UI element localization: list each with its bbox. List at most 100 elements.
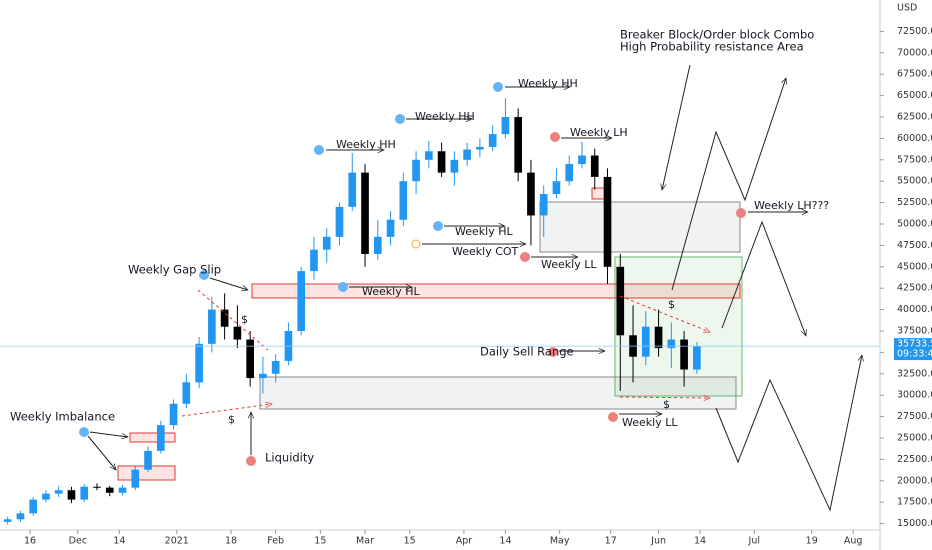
y-tick-label: 30000.00	[897, 390, 932, 401]
y-tick-label: 70000.00	[897, 47, 932, 58]
y-tick-label: 45000.00	[897, 261, 932, 272]
red-dots	[246, 132, 746, 466]
candle-body	[246, 339, 254, 379]
candle-body	[271, 360, 280, 374]
candle-body	[437, 151, 446, 173]
candle-body	[3, 519, 12, 522]
red-zone	[251, 283, 741, 299]
y-tick-label: 25000.00	[897, 432, 932, 443]
candle-body	[16, 513, 25, 520]
candle-body	[463, 149, 471, 160]
candle-body	[641, 326, 650, 357]
x-tick-label: Jul	[748, 536, 760, 547]
dot	[314, 145, 324, 155]
dot	[199, 270, 209, 280]
candle-body	[105, 487, 114, 493]
y-tick-label: 32500.00	[897, 368, 932, 379]
x-tick-label: Feb	[267, 536, 284, 547]
arrow	[209, 277, 248, 290]
y-tick-label: 47500.00	[897, 240, 932, 251]
dot	[548, 347, 558, 357]
candle-body	[667, 339, 676, 349]
y-tick-label: 52500.00	[897, 197, 932, 208]
annotation: Weekly LL	[541, 258, 597, 271]
x-tick-label: Aug	[844, 536, 863, 547]
y-tick-label: 27500.00	[897, 411, 932, 422]
candle-body	[450, 159, 459, 173]
red-zone	[129, 432, 176, 443]
candle-body	[220, 309, 229, 327]
annotation: Weekly Imbalance	[10, 410, 115, 424]
candle-body	[539, 194, 548, 216]
grey-zone	[539, 201, 741, 253]
annotation: Weekly HH	[518, 77, 578, 90]
grey-zone	[259, 376, 737, 410]
candle-body	[565, 164, 574, 182]
y-tick-label: 60000.00	[897, 133, 932, 144]
y-tick-label: 40000.00	[897, 304, 932, 315]
candle-body	[67, 490, 76, 500]
arrow	[89, 431, 128, 437]
green-zone	[614, 256, 743, 397]
candle-body	[322, 236, 331, 250]
y-tick-label: 15000.00	[897, 518, 932, 529]
y-unit: USD	[897, 3, 917, 14]
candle-body	[93, 486, 101, 488]
candle-body	[373, 236, 382, 254]
annotation: $	[228, 413, 235, 426]
candle-body	[118, 487, 127, 493]
x-tick-label: 15	[404, 536, 416, 547]
last-price-label: 35733.54	[897, 339, 932, 350]
annotation: Weekly LH???	[754, 199, 829, 212]
y-tick-label: 42500.00	[897, 283, 932, 294]
x-tick-label: 14	[499, 536, 511, 547]
annotation: Daily Sell Range	[480, 345, 574, 359]
candle-body	[603, 176, 612, 267]
dot	[79, 427, 89, 437]
projection	[721, 220, 806, 336]
y-tick-label: 17500.00	[897, 497, 932, 508]
dot	[338, 282, 348, 292]
candle-body	[578, 155, 586, 165]
y-tick-label: 67500.00	[897, 69, 932, 80]
annotation: Liquidity	[265, 451, 314, 465]
x-tick-label: Mar	[356, 536, 374, 547]
x-tick-label: May	[550, 536, 570, 547]
annotation: Weekly HL	[362, 285, 420, 298]
x-tick-label: Dec	[69, 536, 87, 547]
candle-body	[144, 450, 152, 470]
annotation: Weekly LH	[570, 126, 628, 139]
blue-dots	[79, 82, 503, 437]
projection	[671, 78, 786, 291]
candle-body	[412, 159, 420, 182]
dot	[395, 114, 405, 124]
candle-body	[169, 403, 178, 426]
x-tick-label: Apr	[456, 536, 473, 547]
annotation: Breaker Block/Order block Combo	[620, 28, 814, 42]
x-tick-label: 18	[225, 536, 237, 547]
x-tick-label: 19	[806, 536, 818, 547]
dot	[550, 132, 560, 142]
candle-body	[476, 146, 484, 150]
annotation: Weekly Gap Slip	[128, 263, 221, 277]
candle-body	[42, 493, 50, 500]
drawings	[79, 64, 862, 512]
candle-body	[488, 134, 497, 147]
x-tick-label: 2021	[165, 536, 189, 547]
candle-body	[131, 469, 140, 488]
candle-body	[552, 181, 561, 195]
projection	[715, 355, 862, 512]
candle-body	[54, 490, 63, 494]
candle-body	[208, 309, 216, 344]
x-tick-label: 15	[314, 536, 326, 547]
annotation: Weekly LL	[622, 416, 678, 429]
y-tick-label: 62500.00	[897, 112, 932, 123]
candle-body	[310, 249, 318, 272]
candle-body	[590, 155, 599, 177]
dot	[411, 239, 421, 249]
candle-body	[680, 339, 688, 370]
candle-body	[386, 219, 395, 237]
candle-body	[514, 117, 523, 173]
